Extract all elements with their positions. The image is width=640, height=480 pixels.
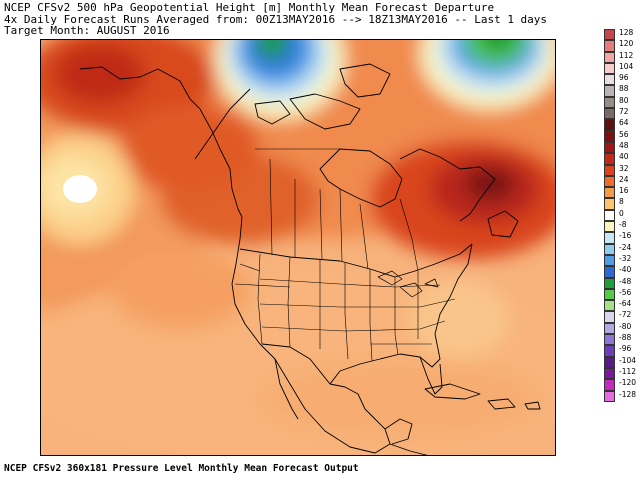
colorbar-label: 80 [619, 95, 629, 105]
colorbar-swatch [604, 85, 615, 97]
colorbar-swatch [604, 345, 615, 357]
colorbar-label: -32 [619, 253, 632, 263]
colorbar-swatch [604, 130, 615, 142]
coastline-yucatan [384, 418, 413, 445]
colorbar-label: 0 [619, 208, 624, 218]
colorbar-label: -120 [619, 378, 637, 388]
title-line-2: 4x Daily Forecast Runs Averaged from: 00… [4, 12, 548, 26]
colorbar-label: 40 [619, 152, 629, 162]
colorbar-swatch [604, 254, 615, 267]
colorbar-label: 96 [619, 73, 629, 83]
canada-province-borders [255, 148, 419, 272]
colorbar-label: 128 [619, 28, 634, 37]
colorbar-swatch [604, 29, 615, 41]
colorbar-swatch [604, 62, 615, 75]
colorbar-label: -128 [619, 389, 637, 399]
colorbar-label: 56 [619, 129, 629, 139]
great-lakes [377, 270, 439, 298]
colorbar-label: -8 [619, 220, 627, 230]
colorbar-label: -104 [619, 355, 637, 365]
colorbar-label: -88 [619, 333, 632, 343]
coastline-labrador [399, 148, 496, 222]
colorbar-swatch [604, 108, 615, 120]
colorbar-label: -48 [619, 276, 632, 286]
colorbar-swatch [604, 96, 615, 109]
colorbar-swatch [604, 51, 615, 63]
coastline-florida [419, 356, 443, 395]
colorbar-label: -80 [619, 321, 632, 331]
geography-lines [79, 63, 541, 456]
coastline-central-america [389, 443, 431, 456]
colorbar-swatch [604, 243, 615, 255]
colorbar-swatch [604, 187, 615, 199]
colorbar-label: 88 [619, 84, 629, 94]
colorbar-swatch [604, 221, 615, 233]
footer-note: NCEP CFSv2 360x181 Pressure Level Monthl… [4, 463, 359, 474]
title-line-1: NCEP CFSv2 500 hPa Geopotential Height [… [4, 1, 495, 14]
chart-header: NCEP CFSv2 500 hPa Geopotential Height [… [4, 2, 547, 37]
colorbar-swatch [604, 198, 615, 210]
colorbar-swatch [604, 288, 615, 301]
colorbar-swatch [604, 74, 615, 86]
colorbar-label: 120 [619, 39, 634, 49]
colorbar-label: 16 [619, 186, 629, 196]
colorbar-label: -40 [619, 265, 632, 275]
map-frame [40, 39, 556, 456]
colorbar-label: 24 [619, 174, 629, 184]
colorbar-swatch [604, 153, 615, 165]
coastline-baja [274, 358, 299, 420]
colorbar-swatch [604, 379, 615, 391]
colorbar-swatch [604, 311, 615, 323]
title-line-3: Target Month: AUGUST 2016 [4, 24, 170, 37]
colorbar-label: 104 [619, 61, 634, 71]
colorbar-label: -96 [619, 344, 632, 354]
coastline-newfoundland [487, 210, 519, 238]
colorbar-label: 112 [619, 50, 634, 60]
colorbar-swatch [604, 334, 615, 346]
coastline-alaska [79, 66, 243, 218]
coastline-hudson-bay [319, 148, 403, 208]
colorbar-labels: 128 120 112 104 96 88 80 72 64 56 48 40 32 24 16 8 0 -8 -1… [619, 29, 640, 402]
coastline-us-east [329, 243, 473, 385]
colorbar-label: -16 [619, 231, 632, 241]
colorbar-label: -24 [619, 242, 632, 252]
colorbar-label: 8 [619, 197, 624, 207]
colorbar-label: -72 [619, 310, 632, 320]
border-us-mexico [261, 343, 331, 385]
colorbar-swatch [604, 300, 615, 312]
colorbar-swatch [604, 356, 615, 368]
colorbar-swatch [604, 141, 615, 154]
colorbar-label: -56 [619, 287, 632, 297]
colorbar-swatch [604, 390, 615, 402]
colorbar-swatch [604, 232, 615, 244]
anomaly-shading [40, 39, 556, 456]
border-alaska-canada [194, 88, 251, 160]
colorbar-label: -64 [619, 299, 632, 309]
colorbar-swatch [604, 322, 615, 335]
colorbar-label: 48 [619, 140, 629, 150]
colorbar-label: 64 [619, 118, 629, 128]
coastline-arctic-islands [289, 93, 361, 130]
height-anomaly-map [40, 39, 556, 456]
colorbar-swatch [604, 209, 615, 222]
coastline-cuba [424, 383, 481, 400]
coastline-us-west [231, 216, 276, 360]
colorbar-label: 32 [619, 163, 629, 173]
colorbar-swatch [604, 367, 615, 380]
colorbar-swatch [604, 40, 615, 52]
colorbar-label: -112 [619, 366, 637, 376]
colorbar [604, 29, 616, 402]
map-panel [40, 39, 556, 456]
pacific-zero-core [63, 175, 97, 203]
colorbar-swatch [604, 277, 615, 289]
colorbar-swatch [604, 164, 615, 176]
colorbar-swatch [604, 266, 615, 278]
colorbar-swatch [604, 119, 615, 131]
colorbar-swatch [604, 175, 615, 188]
colorbar-label: 72 [619, 107, 629, 117]
